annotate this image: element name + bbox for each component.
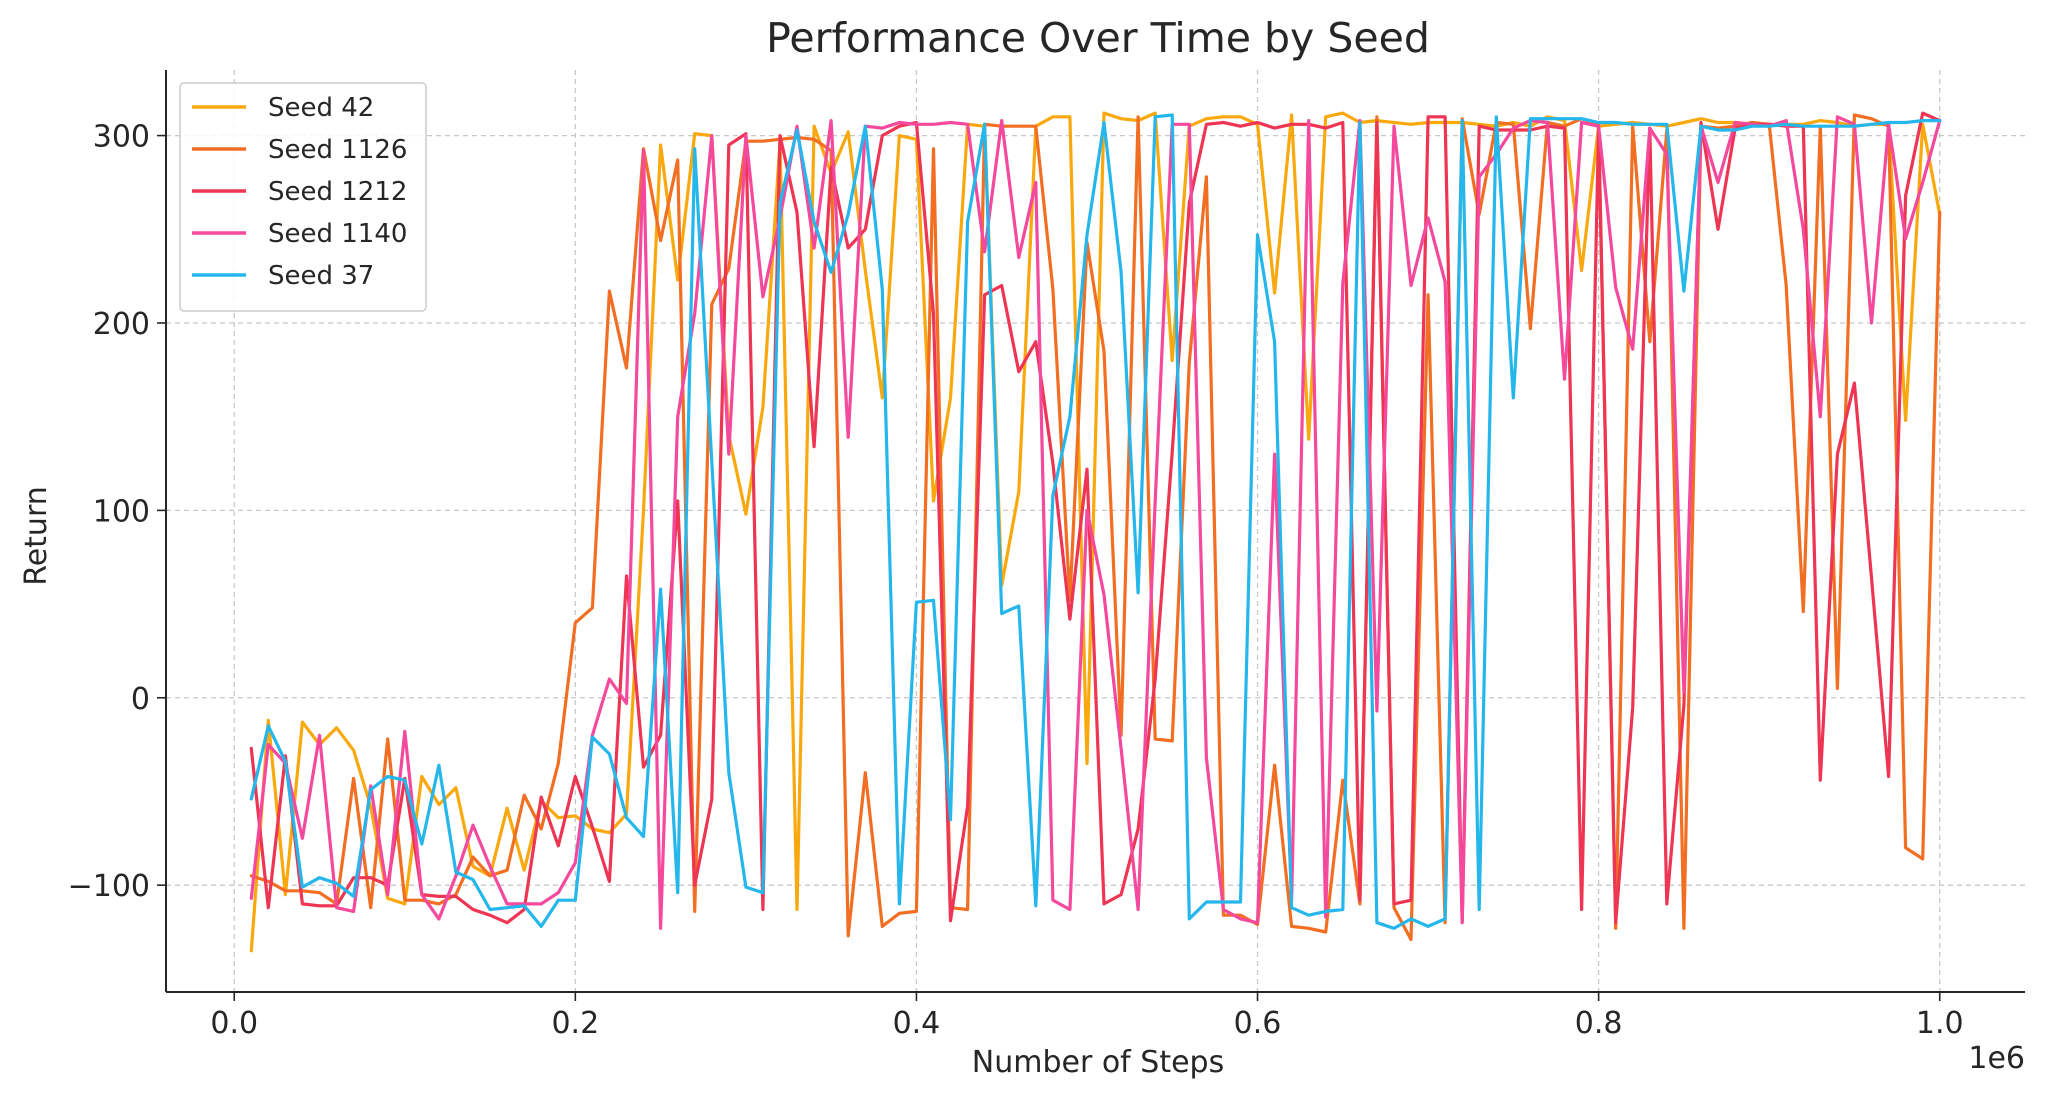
y-tick-label: 300	[93, 120, 150, 155]
chart-title: Performance Over Time by Seed	[766, 14, 1430, 62]
y-tick-label: 0	[131, 682, 150, 717]
y-axis-label: Return	[19, 486, 54, 586]
legend-label: Seed 37	[268, 261, 374, 291]
x-tick-label: 1.0	[1916, 1006, 1964, 1041]
series-line-5	[249, 113, 1942, 930]
x-tick-label: 0.8	[1575, 1006, 1623, 1041]
x-tick-label: 0.0	[210, 1006, 258, 1041]
y-tick-label: 100	[93, 494, 150, 529]
grid	[166, 70, 2025, 992]
legend-label: Seed 1212	[268, 177, 407, 207]
x-axis-offset-label: 1e6	[1968, 1041, 2025, 1076]
legend: Seed 42 Seed 1126 Seed 1212 Seed 1140 Seed 3…	[179, 82, 427, 312]
series-line-4	[249, 115, 1942, 930]
legend-label: Seed 1126	[268, 135, 407, 165]
legend-label: Seed 42	[268, 93, 374, 123]
ticks: 0.0 0.2 0.4 0.6 0.8 1.0 −100 0 100 200 300	[68, 120, 1964, 1041]
series-line-3	[249, 111, 1942, 925]
x-tick-label: 0.2	[551, 1006, 599, 1041]
series-lines	[249, 111, 1942, 953]
y-tick-label: −100	[68, 869, 150, 904]
legend-label: Seed 1140	[268, 219, 407, 249]
y-tick-label: 200	[93, 307, 150, 342]
x-axis-label: Number of Steps	[972, 1045, 1224, 1080]
axes	[165, 70, 2025, 993]
series-line-2	[249, 113, 1942, 942]
x-tick-label: 0.4	[893, 1006, 941, 1041]
legend-box	[179, 82, 427, 312]
x-tick-label: 0.6	[1234, 1006, 1282, 1041]
